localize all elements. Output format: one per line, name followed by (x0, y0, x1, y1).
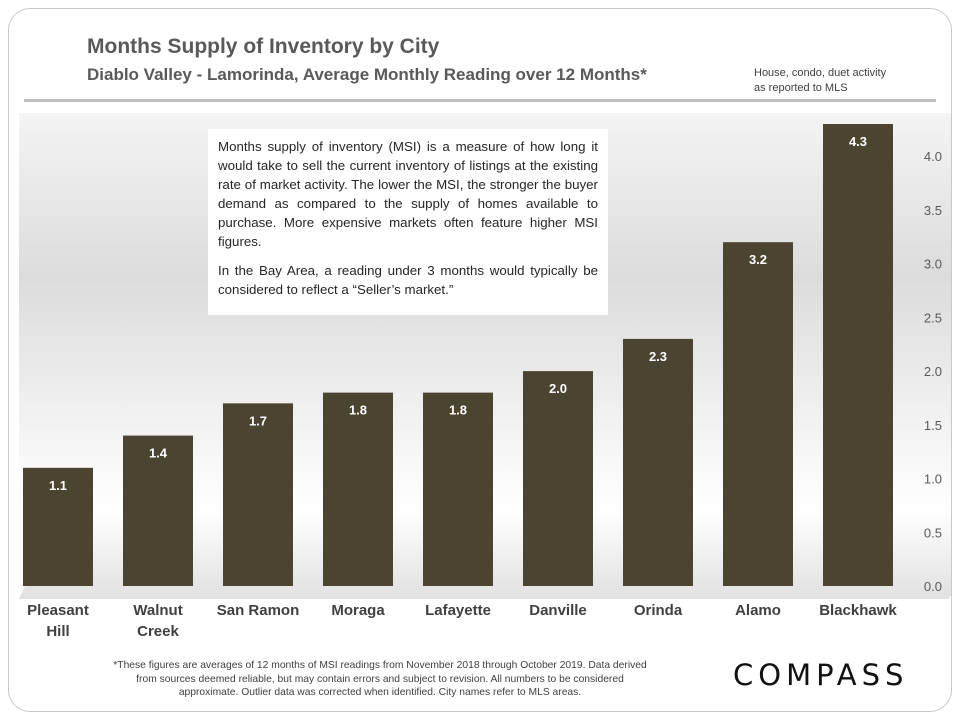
bar-value-label: 1.8 (449, 403, 467, 418)
msi-explanation-box: Months supply of inventory (MSI) is a me… (208, 129, 608, 315)
x-tick-label: Moraga (331, 602, 385, 619)
y-tick-label: 0.5 (924, 525, 942, 540)
x-tick-label: Creek (137, 623, 179, 640)
y-tick-label: 1.0 (924, 472, 942, 487)
bar (23, 467, 93, 586)
x-tick-label: Pleasant (27, 602, 89, 619)
x-tick-label: Orinda (634, 602, 683, 619)
bar (323, 392, 393, 586)
bar-value-label: 2.0 (549, 381, 567, 396)
x-tick-label: San Ramon (217, 602, 300, 619)
bar (823, 124, 893, 586)
chart-subtitle: Diablo Valley - Lamorinda, Average Month… (87, 65, 647, 84)
x-tick-label: Walnut (133, 602, 182, 619)
msi-explanation-paragraph-1: Months supply of inventory (MSI) is a me… (218, 139, 598, 249)
source-line-1: House, condo, duet activity (754, 67, 887, 79)
msi-explanation-paragraph-2: In the Bay Area, a reading under 3 month… (218, 263, 598, 297)
bar (123, 435, 193, 586)
x-tick-label: Blackhawk (819, 602, 897, 619)
bar (623, 338, 693, 586)
footnote: *These figures are averages of 12 months… (60, 659, 700, 700)
bar (223, 403, 293, 586)
y-tick-label: 0.0 (924, 579, 942, 594)
bar-value-label: 3.2 (749, 252, 767, 267)
bar-value-label: 1.4 (149, 446, 168, 461)
source-line-2: as reported to MLS (754, 82, 848, 94)
bar (723, 242, 793, 587)
x-tick-label: Hill (46, 623, 69, 640)
y-tick-label: 2.0 (924, 364, 942, 379)
bar-value-label: 1.1 (49, 478, 67, 493)
chart-title: Months Supply of Inventory by City (87, 35, 440, 58)
x-tick-label: Lafayette (425, 602, 491, 619)
y-tick-label: 1.5 (924, 418, 942, 433)
x-tick-label: Danville (529, 602, 587, 619)
y-tick-label: 3.5 (924, 203, 942, 218)
bar-value-label: 1.7 (249, 413, 267, 428)
bar-value-label: 4.3 (849, 134, 867, 149)
bar (423, 392, 493, 586)
footnote-line-2: from sources deemed reliable, but may co… (136, 673, 624, 685)
y-tick-label: 3.0 (924, 257, 942, 272)
title-divider (24, 99, 936, 102)
x-tick-label: Alamo (735, 602, 781, 619)
y-tick-label: 4.0 (924, 149, 942, 164)
compass-logo: COMPASS (733, 658, 909, 692)
footnote-line-3: approximate. Outlier data was corrected … (178, 687, 582, 698)
y-tick-label: 2.5 (924, 310, 942, 325)
bar-value-label: 1.8 (349, 403, 367, 418)
bar-value-label: 2.3 (649, 349, 667, 364)
footnote-line-1: *These figures are averages of 12 months… (113, 660, 647, 671)
bar (523, 371, 593, 586)
source-note: House, condo, duet activity as reported … (754, 66, 924, 96)
